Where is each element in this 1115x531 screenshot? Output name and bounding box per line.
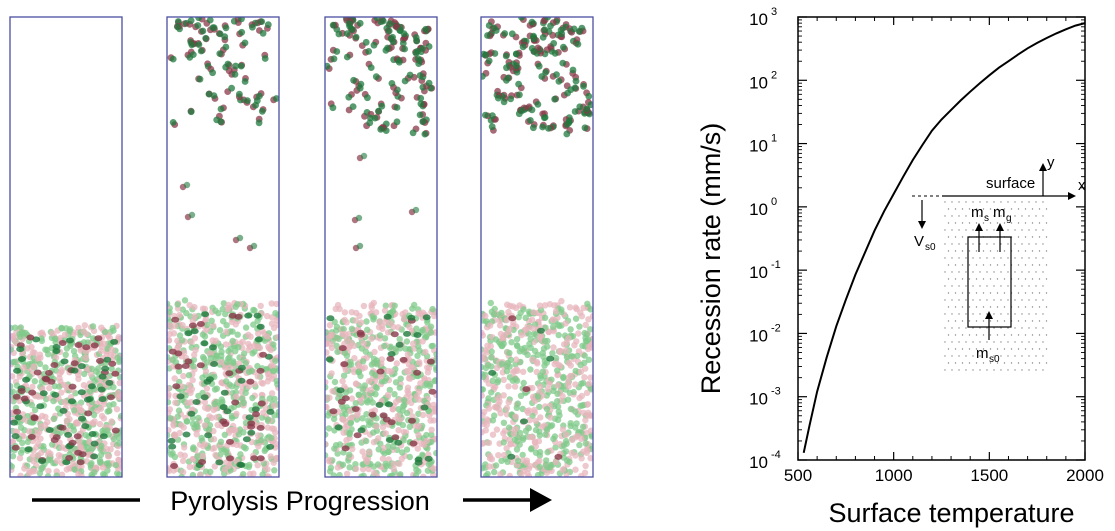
ms0-arrowhead xyxy=(985,311,993,319)
y-tick-exponent: -4 xyxy=(771,449,781,461)
ms0-label: m xyxy=(976,345,989,362)
x-axis-arrowhead xyxy=(1068,192,1076,200)
pyrolysis-panel-4 xyxy=(480,16,594,478)
y-tick-label: 10 xyxy=(749,326,768,345)
pyrolysis-panels-figure: Pyrolysis Progression xyxy=(9,16,594,516)
control-volume-inset: surface xyV s0m s m gm s0 xyxy=(912,154,1086,371)
vs0-label: V xyxy=(914,233,924,250)
y-tick-exponent: -3 xyxy=(771,386,781,398)
x-axis-label: Surface temperature xyxy=(828,498,1074,528)
pyrolysis-panel-3 xyxy=(324,16,438,478)
panel-border xyxy=(9,16,123,478)
mg-label: m xyxy=(993,204,1006,221)
ms-arrowhead xyxy=(975,223,983,231)
y-tick-label: 10 xyxy=(749,200,768,219)
panel-particles xyxy=(167,17,279,477)
inset-x-label: x xyxy=(1078,177,1086,194)
ms0-subscript: s0 xyxy=(989,354,1000,365)
panel-particles xyxy=(481,17,593,477)
arrow-head xyxy=(530,488,552,512)
y-tick-label: 10 xyxy=(749,10,768,29)
progression-arrow: Pyrolysis Progression xyxy=(32,486,552,516)
particle-panels xyxy=(9,16,594,478)
progression-caption: Pyrolysis Progression xyxy=(170,486,430,516)
vs0-arrowhead xyxy=(918,221,926,229)
x-tick-label: 500 xyxy=(784,466,812,485)
x-tick-label: 1000 xyxy=(875,466,913,485)
plot-border xyxy=(797,16,1086,461)
pyrolysis-panel-1 xyxy=(9,16,123,478)
y-axis-arrowhead xyxy=(1039,163,1047,171)
y-tick-exponent: 1 xyxy=(771,133,777,145)
y-tick-exponent: 3 xyxy=(771,6,777,18)
y-tick-exponent: 2 xyxy=(771,69,777,81)
panel-particles xyxy=(10,322,122,477)
y-tick-exponent: -2 xyxy=(771,322,781,334)
ms-subscript: s xyxy=(984,213,989,224)
panel-particles xyxy=(325,17,437,477)
x-axis-ticks: 500 1000 1500 2000 xyxy=(784,17,1104,485)
y-tick-label: 10 xyxy=(749,73,768,92)
y-axis-label: Recession rate (mm/s) xyxy=(696,123,726,395)
panel-border xyxy=(324,16,438,478)
plot-frame xyxy=(797,16,1086,461)
y-tick-label: 10 xyxy=(749,390,768,409)
y-tick-label: 10 xyxy=(749,453,768,472)
recession-curve xyxy=(802,22,1086,454)
panel-border xyxy=(480,16,594,478)
y-tick-exponent: 0 xyxy=(771,196,777,208)
mg-arrowhead xyxy=(996,223,1004,231)
surface-label: surface xyxy=(986,175,1035,192)
vs0-subscript: s0 xyxy=(925,242,936,253)
inset-y-label: y xyxy=(1047,154,1055,171)
y-tick-label: 10 xyxy=(749,263,768,282)
y-tick-label: 10 xyxy=(749,137,768,156)
mg-subscript: g xyxy=(1006,213,1012,224)
x-tick-label: 2000 xyxy=(1066,466,1104,485)
y-tick-exponent: -1 xyxy=(771,259,781,271)
panel-border xyxy=(166,16,280,478)
x-tick-label: 1500 xyxy=(970,466,1008,485)
ms-label: m xyxy=(971,204,984,221)
pyrolysis-panel-2 xyxy=(166,16,280,478)
